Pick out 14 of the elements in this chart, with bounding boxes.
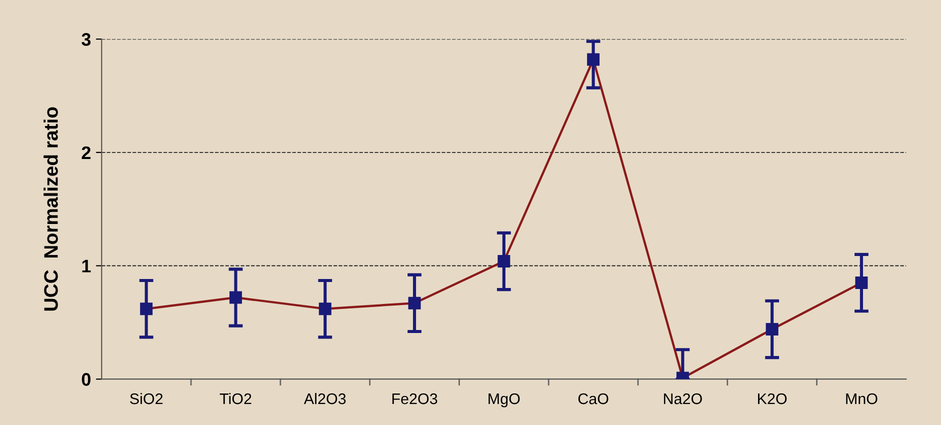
y-tick-label: 1: [82, 260, 91, 272]
x-tick-label: SiO2: [130, 392, 163, 404]
y-tick-label: 3: [82, 33, 91, 46]
x-tick-label: Fe2O3: [392, 393, 438, 404]
x-tick-label: K2O: [758, 393, 787, 404]
x-tick-label: TiO2: [220, 392, 252, 404]
x-tick-label: MgO: [488, 393, 520, 408]
y-tick-label: 2: [82, 146, 90, 159]
y-tick-label: 0: [82, 373, 90, 386]
x-tick-label: MnO: [846, 393, 878, 404]
x-tick-label: CaO: [578, 393, 608, 404]
x-tick-label: Na2O: [664, 393, 702, 404]
x-tick-label: Al2O3: [304, 392, 346, 404]
y-axis-title: UCC Normalized ratio: [44, 107, 58, 311]
